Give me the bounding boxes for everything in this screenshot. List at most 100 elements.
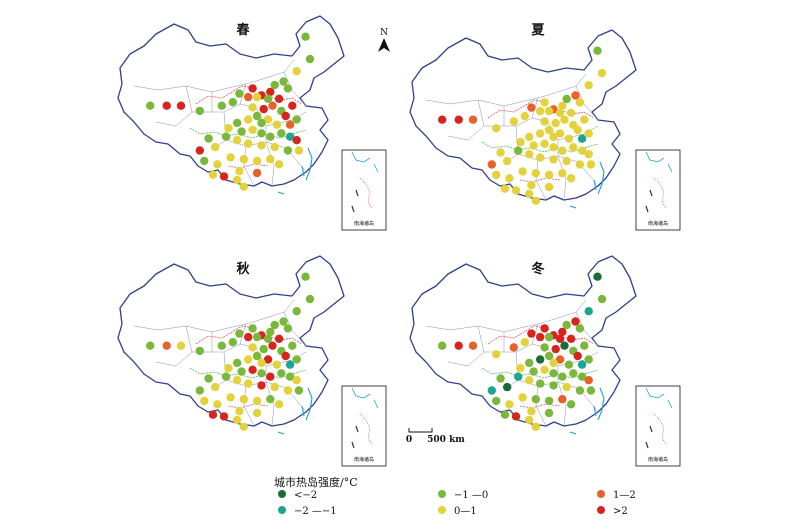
city-point [492, 170, 501, 180]
city-point [239, 155, 248, 164]
city-point [549, 358, 558, 368]
city-point [281, 111, 290, 121]
city-point [566, 108, 576, 118]
legend-swatch [597, 490, 605, 498]
season-title-spring: 春 [235, 22, 250, 38]
city-point [305, 294, 315, 304]
city-point [518, 393, 527, 402]
city-point [505, 174, 514, 183]
scale-bar: 0 500 km [406, 428, 465, 445]
legend-swatch [438, 490, 446, 498]
city-point [564, 134, 574, 143]
city-point [566, 174, 576, 183]
city-point [492, 396, 501, 406]
city-point [301, 32, 310, 41]
city-point [281, 351, 290, 361]
inset-label: 南海诸岛 [648, 220, 668, 227]
city-point [569, 369, 578, 378]
city-point [555, 108, 565, 118]
city-point [257, 129, 266, 138]
city-point [560, 115, 569, 124]
city-point [566, 400, 576, 409]
city-point [211, 142, 220, 152]
city-point [516, 137, 525, 147]
city-point [536, 379, 545, 388]
south-china-sea-inset [341, 149, 387, 231]
city-point [516, 363, 525, 373]
city-point [252, 408, 262, 418]
city-point [525, 132, 534, 142]
city-point [549, 143, 558, 152]
city-point [244, 92, 253, 102]
city-point [577, 146, 587, 155]
legend-swatch [597, 506, 605, 514]
city-point [233, 376, 242, 385]
city-point [195, 386, 204, 395]
city-point [597, 68, 607, 78]
city-point [248, 125, 257, 134]
city-point [248, 365, 257, 374]
city-point [496, 148, 505, 157]
city-point [577, 372, 587, 381]
city-point [520, 112, 529, 121]
city-point [257, 381, 266, 390]
city-point [208, 170, 218, 179]
city-point [558, 169, 567, 178]
city-point [575, 324, 585, 333]
city-point [274, 94, 284, 104]
city-point [226, 393, 235, 402]
city-point [509, 117, 518, 126]
city-point [252, 351, 262, 361]
city-point [544, 106, 554, 116]
city-point [536, 129, 545, 138]
city-point [263, 94, 273, 104]
city-point [268, 341, 277, 350]
city-point [555, 129, 565, 138]
city-point [257, 369, 266, 378]
city-point [292, 376, 301, 385]
city-point [252, 111, 262, 121]
city-point [549, 132, 558, 142]
city-point [204, 134, 213, 143]
city-point [266, 155, 275, 164]
city-point [454, 341, 463, 350]
city-point [566, 334, 576, 343]
city-point [266, 327, 275, 337]
season-title-autumn: 秋 [236, 261, 250, 277]
city-point [266, 87, 275, 97]
legend-label: 0—1 [454, 506, 477, 517]
city-point [555, 334, 565, 343]
city-point [551, 344, 560, 354]
city-point [279, 77, 288, 86]
city-point [564, 360, 574, 369]
city-point [208, 410, 218, 419]
city-point [569, 143, 578, 152]
city-point [237, 127, 246, 136]
city-point [248, 84, 257, 93]
city-point [536, 355, 545, 364]
inset-label: 南海诸岛 [354, 456, 374, 463]
scale-distance-label: 500 km [427, 435, 465, 445]
city-point [503, 382, 512, 392]
city-point [584, 376, 593, 385]
city-point [237, 367, 246, 376]
city-point [233, 175, 242, 185]
city-point [597, 294, 607, 304]
city-point [285, 120, 295, 129]
city-point [257, 141, 266, 150]
city-point [244, 332, 253, 342]
city-point [217, 341, 226, 350]
city-point [263, 115, 273, 124]
city-point [531, 169, 540, 178]
city-point [283, 146, 293, 155]
city-point [257, 118, 266, 128]
city-point [586, 160, 596, 169]
city-point [235, 329, 244, 338]
city-point [224, 363, 233, 373]
city-point [266, 395, 275, 404]
city-point [551, 118, 560, 128]
city-point [531, 422, 540, 431]
